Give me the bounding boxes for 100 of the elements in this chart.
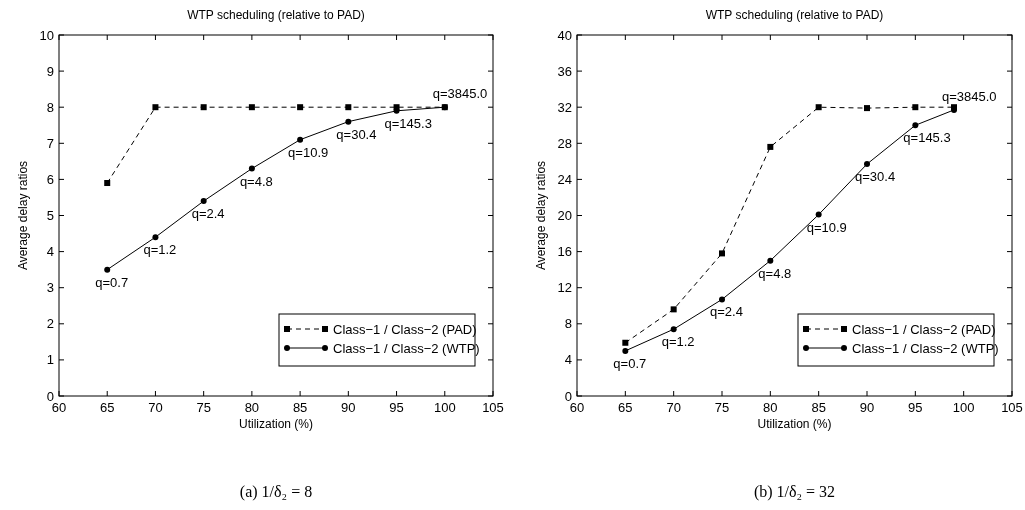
point [297,136,304,143]
y-tick-label: 12 [557,280,572,296]
x-tick-label: 65 [99,400,115,415]
annotation: q=4.8 [758,265,792,281]
y-tick-label: 32 [557,99,572,115]
y-tick-label: 10 [39,27,54,43]
point [670,306,677,313]
x-tick-label: 95 [389,400,404,415]
x-tick-label: 75 [714,400,730,415]
y-axis-title: Average delay ratios [534,160,548,271]
x-axis-title: Utilization (%) [238,417,314,431]
annotation: q=2.4 [191,206,225,222]
x-tick-label: 95 [908,400,923,415]
x-tick-label: 60 [51,400,67,415]
legend-label: Class−1 / Class−2 (PAD) [852,321,996,337]
legend-entry: Class−1 / Class−2 (WTP) [284,340,480,356]
chart-title: WTP scheduling (relative to PAD) [705,8,884,22]
point [345,118,352,125]
y-tick-label: 8 [564,316,572,332]
x-axis-title: Utilization (%) [757,417,832,431]
text: (b) 1/δ₂ = 32 [753,483,836,501]
x-tick-label: 80 [763,400,778,415]
legend-label: Class−1 / Class−2 (WTP) [333,340,480,356]
legend-entry: Class−1 / Class−2 (PAD) [284,321,477,337]
legend-entry: Class−1 / Class−2 (PAD) [803,321,996,337]
text: (a) 1/δ₂ = 8 [239,483,313,501]
y-tick-label: 9 [46,63,54,79]
x-tick-label: 85 [292,400,308,415]
point [152,234,159,241]
y-tick-label: 0 [46,388,54,404]
annotation: q=10.9 [288,144,329,160]
annotation: q=30.4 [336,126,377,142]
annotation: q=10.9 [806,219,847,235]
y-tick-label: 2 [46,316,54,332]
y-tick-label: 4 [564,352,572,368]
x-tick-label: 80 [244,400,260,415]
y-tick-label: 24 [557,171,572,187]
y-tick-label: 6 [46,171,54,187]
x-tick-label: 90 [859,400,875,415]
y-axis-title: Average delay ratios [16,160,30,271]
point [719,250,725,257]
point [104,266,111,273]
point [152,104,159,111]
point [104,180,111,187]
y-tick-label: 5 [46,208,54,223]
annotation: q=4.8 [239,173,273,189]
point [248,104,255,111]
y-tick-label: 20 [557,208,572,223]
y-tick-label: 4 [46,244,54,260]
annotation: q=145.3 [384,115,432,131]
point [912,122,919,129]
x-tick-label: 85 [811,400,826,415]
y-tick-label: 16 [557,244,572,260]
point [200,104,207,111]
y-tick-label: 0 [564,388,572,404]
annotation: q=0.7 [613,355,647,371]
legend-entry: Class−1 / Class−2 (WTP) [803,340,999,356]
x-tick-label: 90 [341,400,356,415]
annotation: q=30.4 [855,169,896,185]
point [719,296,725,303]
point [912,104,919,111]
annotation: q=0.7 [95,274,129,290]
y-tick-label: 40 [557,27,572,43]
chart-title: WTP scheduling (relative to PAD) [187,8,365,22]
y-tick-label: 8 [46,99,54,115]
x-tick-label: 75 [196,400,211,415]
point [345,104,352,111]
y-tick-label: 3 [46,280,54,296]
point [864,161,870,168]
annotation: q=2.4 [710,304,743,320]
x-tick-label: 105 [482,400,504,415]
x-tick-label: 65 [618,400,633,415]
point [297,104,304,111]
annotation: q=3845.0 [432,86,488,102]
annotation: q=3845.0 [942,88,997,104]
x-tick-label: 70 [148,400,163,415]
y-tick-label: 1 [46,352,54,368]
x-tick-label: 60 [569,400,585,415]
y-tick-label: 7 [46,135,54,151]
point [864,105,870,112]
point [767,143,774,150]
point [815,211,822,218]
legend-label: Class−1 / Class−2 (WTP) [852,340,999,356]
point [200,198,207,205]
y-tick-label: 36 [557,63,572,79]
point [622,339,629,346]
x-tick-label: 70 [666,400,681,415]
y-tick-label: 28 [557,135,572,151]
point [767,257,774,264]
x-tick-label: 105 [1001,400,1023,415]
annotation: q=1.2 [143,242,177,258]
x-tick-label: 100 [952,400,975,415]
point [815,104,822,111]
annotation: q=145.3 [903,130,951,146]
x-tick-label: 100 [433,400,456,415]
annotation: q=1.2 [661,334,695,350]
legend-label: Class−1 / Class−2 (PAD) [333,321,477,337]
point [248,165,255,172]
point [670,326,677,333]
point [622,347,629,354]
